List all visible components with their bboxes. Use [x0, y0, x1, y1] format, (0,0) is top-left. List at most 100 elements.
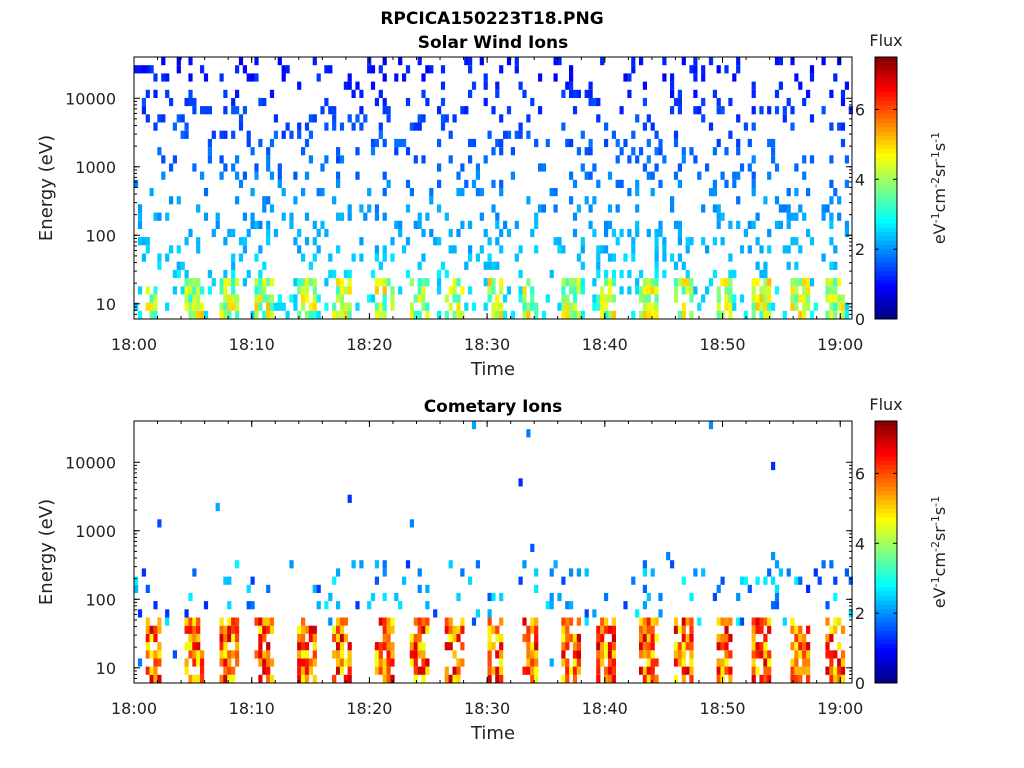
heatmap-cell	[639, 269, 644, 279]
heatmap-cell	[332, 625, 337, 634]
heatmap-cell	[421, 253, 426, 262]
heatmap-cell	[448, 286, 453, 295]
heatmap-cell	[390, 253, 395, 262]
heatmap-cell	[596, 302, 601, 311]
heatmap-cell	[444, 625, 449, 634]
heatmap-cell	[646, 228, 651, 238]
y-axis-label: Energy (eV)	[36, 135, 57, 241]
heatmap-cell	[297, 228, 302, 238]
heatmap-cell	[308, 155, 313, 164]
heatmap-cell	[324, 97, 329, 107]
heatmap-cell	[374, 286, 379, 295]
heatmap-cell	[413, 155, 418, 164]
heatmap-cell	[708, 278, 714, 287]
heatmap-cell	[355, 302, 360, 311]
colorbar-frame	[874, 420, 898, 684]
heatmap-cell	[794, 650, 799, 659]
heatmap-cell	[262, 278, 267, 287]
heatmap-cell	[398, 220, 403, 229]
heatmap-cell	[771, 461, 776, 471]
heatmap-cell	[701, 97, 706, 107]
heatmap-cell	[736, 147, 741, 156]
heatmap-cell	[219, 633, 224, 643]
heatmap-cell	[607, 625, 613, 634]
unit-base: cm	[930, 552, 949, 576]
colorbar-frame	[874, 56, 898, 320]
heatmap-cell	[557, 57, 562, 66]
heatmap-cell	[188, 294, 193, 303]
heatmap-cell	[522, 286, 527, 295]
heatmap-cell	[596, 666, 601, 675]
heatmap-cell	[759, 650, 764, 659]
heatmap-cell	[332, 122, 337, 131]
heatmap-cell	[487, 658, 492, 667]
heatmap-cell	[763, 310, 768, 319]
heatmap-cell	[569, 666, 574, 675]
heatmap-cell	[708, 57, 714, 66]
panel-title: Cometary Ions	[424, 397, 563, 417]
heatmap-cell	[409, 642, 414, 651]
colorbar-step	[875, 473, 897, 479]
heatmap-cell	[526, 310, 531, 319]
heatmap-cell	[192, 568, 197, 577]
heatmap-cell	[654, 294, 659, 303]
heatmap-cell	[499, 188, 504, 197]
unit-exponent: -1	[929, 576, 942, 587]
heatmap-cell	[654, 147, 659, 156]
heatmap-cell	[611, 228, 616, 238]
heatmap-cell	[534, 245, 539, 254]
heatmap-cell	[316, 188, 321, 197]
heatmap-cell	[242, 237, 247, 246]
heatmap-cell	[790, 674, 795, 683]
heatmap-cell	[755, 650, 760, 659]
heatmap-cell	[716, 65, 721, 74]
heatmap-cell	[277, 179, 282, 188]
heatmap-cell	[631, 147, 636, 156]
heatmap-cell	[751, 302, 756, 311]
heatmap-cell	[433, 609, 438, 618]
heatmap-cell	[413, 310, 418, 319]
heatmap-cell	[654, 658, 659, 667]
heatmap-cell	[798, 666, 803, 675]
heatmap-cell	[176, 261, 181, 270]
heatmap-cell	[231, 253, 236, 262]
unit-exponent: -1	[929, 212, 942, 223]
heatmap-cell	[188, 97, 193, 107]
heatmap-cell	[821, 560, 826, 569]
heatmap-cell	[697, 106, 702, 115]
heatmap-cell	[169, 196, 174, 205]
heatmap-cell	[658, 228, 663, 238]
heatmap-cell	[794, 658, 799, 667]
heatmap-cell	[561, 278, 566, 287]
heatmap-cell	[499, 147, 504, 156]
heatmap-cell	[180, 286, 185, 295]
heatmap-cell	[339, 212, 345, 221]
heatmap-cell	[266, 658, 271, 667]
colorbar-step	[875, 148, 897, 154]
heatmap-cell	[343, 269, 348, 279]
colorbar-step	[875, 534, 897, 540]
colorbar-step	[875, 205, 897, 211]
heatmap-cell	[522, 617, 527, 626]
heatmap-cell	[312, 286, 317, 295]
heatmap-cell	[817, 576, 822, 585]
heatmap-cell	[607, 220, 613, 229]
heatmap-cell	[460, 658, 465, 667]
heatmap-cell	[806, 642, 811, 651]
colorbar-step	[875, 74, 897, 80]
heatmap-cell	[495, 81, 500, 90]
heatmap-cell	[732, 294, 737, 303]
heatmap-cell	[650, 188, 655, 197]
heatmap-cell	[514, 130, 519, 139]
colorbar-step	[875, 499, 897, 505]
colorbar-step	[875, 429, 897, 435]
heatmap-cell	[829, 278, 834, 287]
heatmap-cell	[743, 122, 748, 131]
heatmap-cell	[452, 633, 457, 643]
heatmap-cell	[646, 625, 651, 634]
heatmap-cell	[522, 633, 527, 643]
heatmap-cell	[572, 666, 578, 675]
heatmap-cell	[468, 57, 473, 66]
heatmap-cell	[673, 674, 679, 683]
heatmap-cell	[604, 650, 609, 659]
